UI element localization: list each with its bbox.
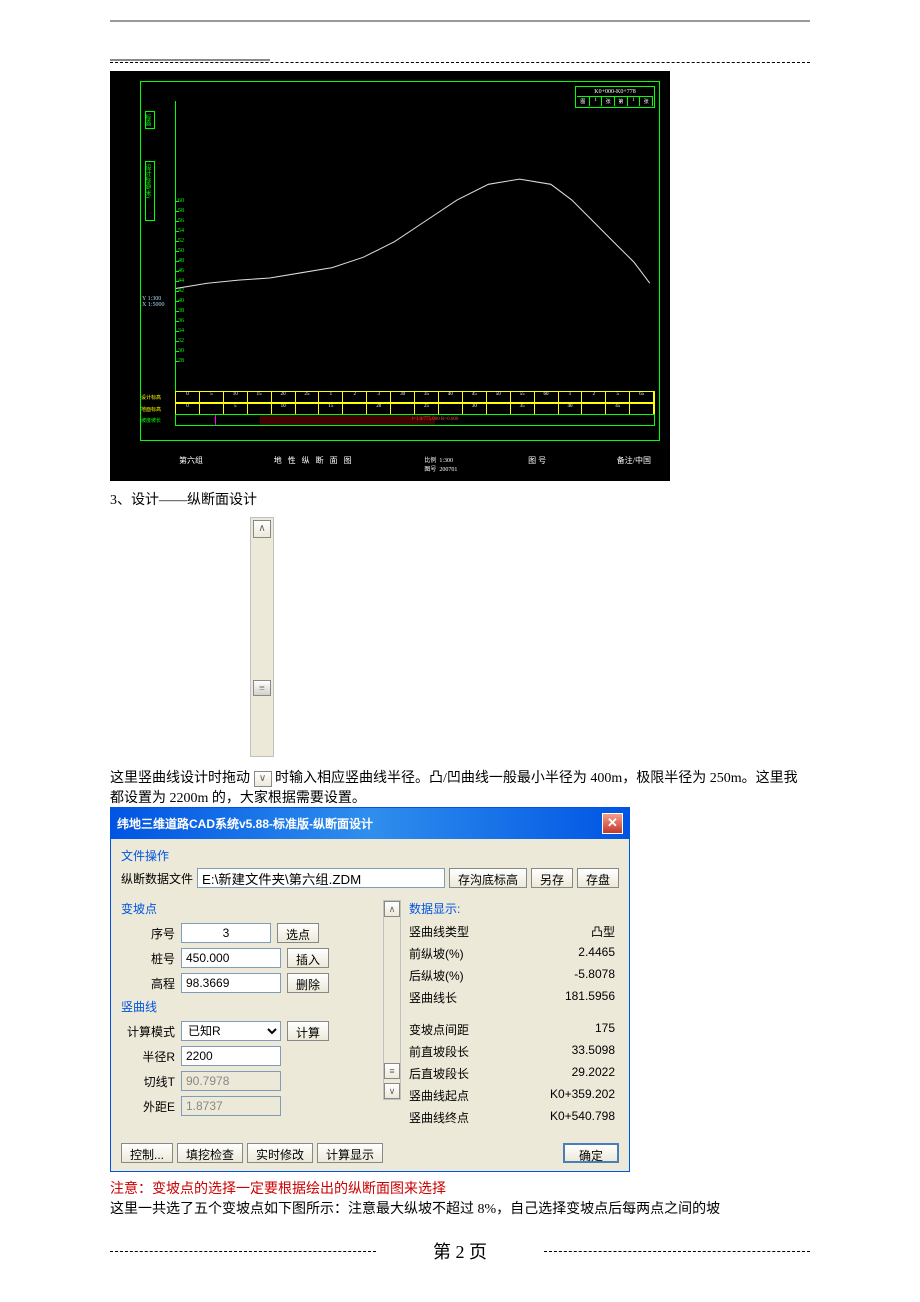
curve-start-label: 竖曲线起点 xyxy=(409,1087,469,1104)
cad-footer: 第六组 地 性 纵 断 面 图 比例 1:300 图号 200701 图 号 备… xyxy=(175,455,655,473)
curve-start-value: K0+359.202 xyxy=(550,1087,615,1104)
calc-mode-label: 计算模式 xyxy=(121,1023,175,1040)
section-3-heading: 3、设计——纵断面设计 xyxy=(110,489,810,509)
file-ops-label: 文件操作 xyxy=(121,847,619,864)
slope-dist-label: 变坡点间距 xyxy=(409,1021,469,1038)
front-seg-value: 33.5098 xyxy=(572,1043,615,1060)
calc-display-button[interactable]: 计算显示 xyxy=(317,1143,383,1163)
radius-input[interactable] xyxy=(181,1046,281,1066)
scroll-thumb-icon[interactable]: ≡ xyxy=(384,1063,400,1079)
cutfill-check-button[interactable]: 填挖检查 xyxy=(177,1143,243,1163)
curve-length-label: 竖曲线长 xyxy=(409,989,457,1006)
external-label: 外距E xyxy=(121,1098,175,1115)
cad-profile-viewport: K0+000-K0+778 图1张 第1张 标高 设计标高(米) Y 1:300… xyxy=(110,71,670,481)
calculate-button[interactable]: 计算 xyxy=(287,1021,329,1041)
elevation-input[interactable] xyxy=(181,973,281,993)
control-button[interactable]: 控制... xyxy=(121,1143,173,1163)
scroll-up-icon[interactable]: ∧ xyxy=(384,901,400,917)
station-input[interactable] xyxy=(181,948,281,968)
external-input xyxy=(181,1096,281,1116)
curve-type-value: 凸型 xyxy=(591,923,615,940)
dialog-titlebar[interactable]: 纬地三维道路CAD系统v5.88-标准版-纵断面设计 ✕ xyxy=(111,808,629,839)
file-label: 纵断数据文件 xyxy=(121,870,193,887)
data-display-label: 数据显示: xyxy=(409,900,619,917)
pre-slope-label: 前纵坡(%) xyxy=(409,945,464,962)
page-footer: 第 2 页 xyxy=(110,1238,810,1264)
delete-button[interactable]: 删除 xyxy=(287,973,329,993)
back-seg-value: 29.2022 xyxy=(572,1065,615,1082)
curve-length-value: 181.5956 xyxy=(565,989,615,1006)
paragraph-five-points: 这里一共选了五个变坡点如下图所示：注意最大纵坡不超过 8%，自己选择变坡点后每两… xyxy=(110,1198,810,1218)
post-slope-label: 后纵坡(%) xyxy=(409,967,464,984)
seq-input[interactable] xyxy=(181,923,271,943)
paragraph-curve-radius: 这里竖曲线设计时拖动 ∨ 时输入相应竖曲线半径。凸/凹曲线一般最小半径为 400… xyxy=(110,767,810,807)
scroll-down-icon: ∨ xyxy=(254,771,272,787)
curve-end-label: 竖曲线终点 xyxy=(409,1109,469,1126)
curve-end-value: K0+540.798 xyxy=(550,1109,615,1126)
pick-point-button[interactable]: 选点 xyxy=(277,923,319,943)
pre-slope-value: 2.4465 xyxy=(578,945,615,962)
cad-yaxis-box2: 设计标高(米) xyxy=(145,161,155,221)
cad-yaxis-box1: 标高 xyxy=(145,111,155,129)
back-seg-label: 后直坡段长 xyxy=(409,1065,469,1082)
front-seg-label: 前直坡段长 xyxy=(409,1043,469,1060)
slope-dist-value: 175 xyxy=(595,1021,615,1038)
page-number: 第 2 页 xyxy=(423,1242,497,1262)
ok-button[interactable]: 确定 xyxy=(563,1143,619,1163)
calc-mode-select[interactable]: 已知R xyxy=(181,1021,281,1041)
dialog-vscrollbar[interactable]: ∧ ≡ ∨ xyxy=(383,900,401,1100)
scroll-thumb-icon: ≡ xyxy=(253,680,271,696)
vscrollbar-illustration: ∧ ≡ xyxy=(250,517,274,757)
seq-label: 序号 xyxy=(121,925,175,942)
realtime-edit-button[interactable]: 实时修改 xyxy=(247,1143,313,1163)
tangent-label: 切线T xyxy=(121,1073,175,1090)
save-button[interactable]: 存盘 xyxy=(577,868,619,888)
warning-note: 注意：变坡点的选择一定要根据绘出的纵断面图来选择 xyxy=(110,1178,810,1198)
vcurve-group-label: 竖曲线 xyxy=(121,998,377,1015)
file-path-input[interactable] xyxy=(197,868,445,888)
station-label: 桩号 xyxy=(121,950,175,967)
cad-origin-label: Y 1:300 X 1:5000 xyxy=(142,296,165,308)
tangent-input xyxy=(181,1071,281,1091)
profile-design-dialog: 纬地三维道路CAD系统v5.88-标准版-纵断面设计 ✕ 文件操作 纵断数据文件… xyxy=(110,807,630,1172)
header-divider xyxy=(110,62,810,63)
cad-slope-anno-row: 坡度坡长 i=1.0/775.000 R=0.000 xyxy=(175,414,655,426)
cad-chart-area xyxy=(175,101,655,391)
radius-label: 半径R xyxy=(121,1048,175,1065)
scroll-up-icon: ∧ xyxy=(253,520,271,538)
cad-grid-row-design-elev: 设计标高 05101520251233035404550556012565 xyxy=(175,391,655,403)
slope-point-group-label: 变坡点 xyxy=(121,900,377,917)
save-ditch-elev-button[interactable]: 存沟底标高 xyxy=(449,868,527,888)
elevation-label: 高程 xyxy=(121,975,175,992)
close-icon[interactable]: ✕ xyxy=(602,813,623,834)
scroll-down-icon[interactable]: ∨ xyxy=(384,1083,400,1099)
curve-type-label: 竖曲线类型 xyxy=(409,923,469,940)
save-as-button[interactable]: 另存 xyxy=(531,868,573,888)
insert-button[interactable]: 插入 xyxy=(287,948,329,968)
post-slope-value: -5.8078 xyxy=(574,967,615,984)
dialog-title: 纬地三维道路CAD系统v5.88-标准版-纵断面设计 xyxy=(117,815,373,832)
